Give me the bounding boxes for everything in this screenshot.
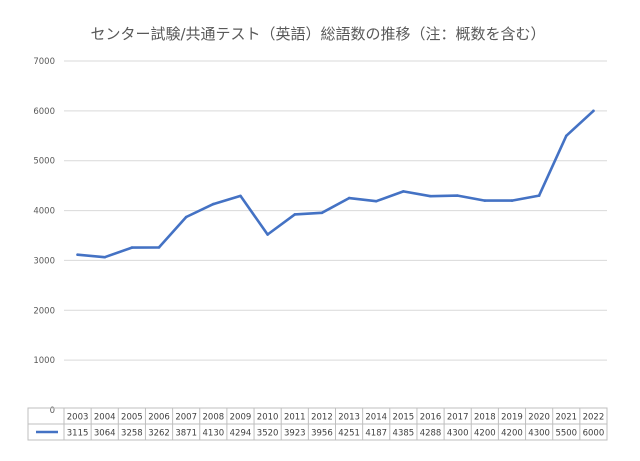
- data-table: 2003 2004 2005 2006 2007 2008 2009 2010 2011 2012…: [27, 407, 608, 441]
- x-category-label: 2020: [528, 413, 550, 423]
- data-point: [212, 202, 215, 206]
- x-category-label: 2015: [393, 413, 415, 423]
- data-point: [320, 211, 324, 215]
- data-value-cell: 4200: [474, 429, 496, 439]
- data-value-cell: 5500: [555, 429, 577, 439]
- x-category-label: 2018: [474, 413, 496, 423]
- y-tick-label: 1000: [33, 356, 55, 366]
- data-value-cell: 4385: [393, 429, 415, 439]
- x-category-label: 2017: [447, 413, 469, 423]
- x-category-label: 2003: [67, 413, 89, 423]
- x-category-label: 2016: [420, 413, 442, 423]
- data-point: [537, 194, 541, 197]
- data-value-cell: 4251: [338, 429, 360, 439]
- data-value-cell: 4200: [501, 429, 523, 439]
- data-point: [76, 253, 79, 256]
- x-category-label: 2022: [583, 413, 605, 423]
- y-tick-label: 3000: [33, 256, 55, 266]
- data-value-cell: 3258: [121, 429, 143, 439]
- data-value-cell: 3115: [67, 429, 89, 439]
- data-point: [510, 199, 514, 202]
- data-value-cell: 3064: [94, 429, 116, 439]
- gridlines: [64, 60, 607, 361]
- series-line: [76, 109, 595, 259]
- data-point: [293, 213, 297, 216]
- data-point: [456, 194, 459, 197]
- y-tick-label: 4000: [33, 207, 55, 217]
- data-point: [103, 255, 107, 259]
- data-point: [266, 233, 269, 236]
- y-tick-label: 7000: [33, 57, 55, 67]
- data-point: [592, 109, 595, 113]
- y-axis-tick-labels: 0 1000 2000 3000 4000 5000 6000 7000: [33, 57, 55, 416]
- data-value-cell: 3520: [257, 429, 279, 439]
- y-tick-label: 2000: [33, 306, 55, 316]
- data-point: [157, 246, 161, 249]
- data-point: [130, 246, 134, 249]
- x-category-label: 2013: [338, 413, 360, 423]
- series-lines: [76, 109, 595, 259]
- data-value-cell: 6000: [583, 429, 605, 439]
- x-category-label: 2004: [94, 413, 116, 423]
- x-category-label: 2006: [148, 413, 170, 423]
- data-point: [347, 196, 351, 200]
- y-tick-label: 5000: [33, 157, 55, 167]
- x-category-label: 2010: [257, 413, 279, 423]
- x-category-label: 2011: [284, 413, 306, 423]
- x-category-label: 2009: [230, 413, 252, 423]
- chart-title: センター試験/共通テスト（英語）総語数の推移（注：概数を含む）: [90, 25, 545, 43]
- y-tick-label: 6000: [33, 107, 55, 117]
- x-category-label: 2021: [555, 413, 577, 423]
- x-category-label: 2007: [175, 413, 197, 423]
- data-value-cell: 3956: [311, 429, 333, 439]
- data-point: [402, 190, 405, 193]
- data-value-cell: 4300: [447, 429, 469, 439]
- x-category-label: 2005: [121, 413, 143, 423]
- data-point: [429, 194, 432, 198]
- data-value-cell: 3262: [148, 429, 170, 439]
- data-value-cell: 3923: [284, 429, 306, 439]
- data-point: [564, 134, 568, 138]
- data-value-cell: 4294: [230, 429, 252, 439]
- x-category-label: 2012: [311, 413, 333, 423]
- y-tick-label: 0: [50, 406, 55, 416]
- data-value-cell: 4187: [365, 429, 387, 439]
- data-point: [239, 194, 242, 198]
- data-value-cell: 3871: [175, 429, 197, 439]
- data-value-cell: 4130: [203, 429, 225, 439]
- x-category-label: 2008: [203, 413, 225, 423]
- data-value-cell: 4300: [528, 429, 550, 439]
- data-point: [374, 199, 378, 203]
- data-point: [483, 199, 487, 202]
- data-point: [184, 215, 188, 219]
- data-value-cell: 4288: [420, 429, 442, 439]
- x-category-label: 2019: [501, 413, 523, 423]
- x-category-label: 2014: [365, 413, 387, 423]
